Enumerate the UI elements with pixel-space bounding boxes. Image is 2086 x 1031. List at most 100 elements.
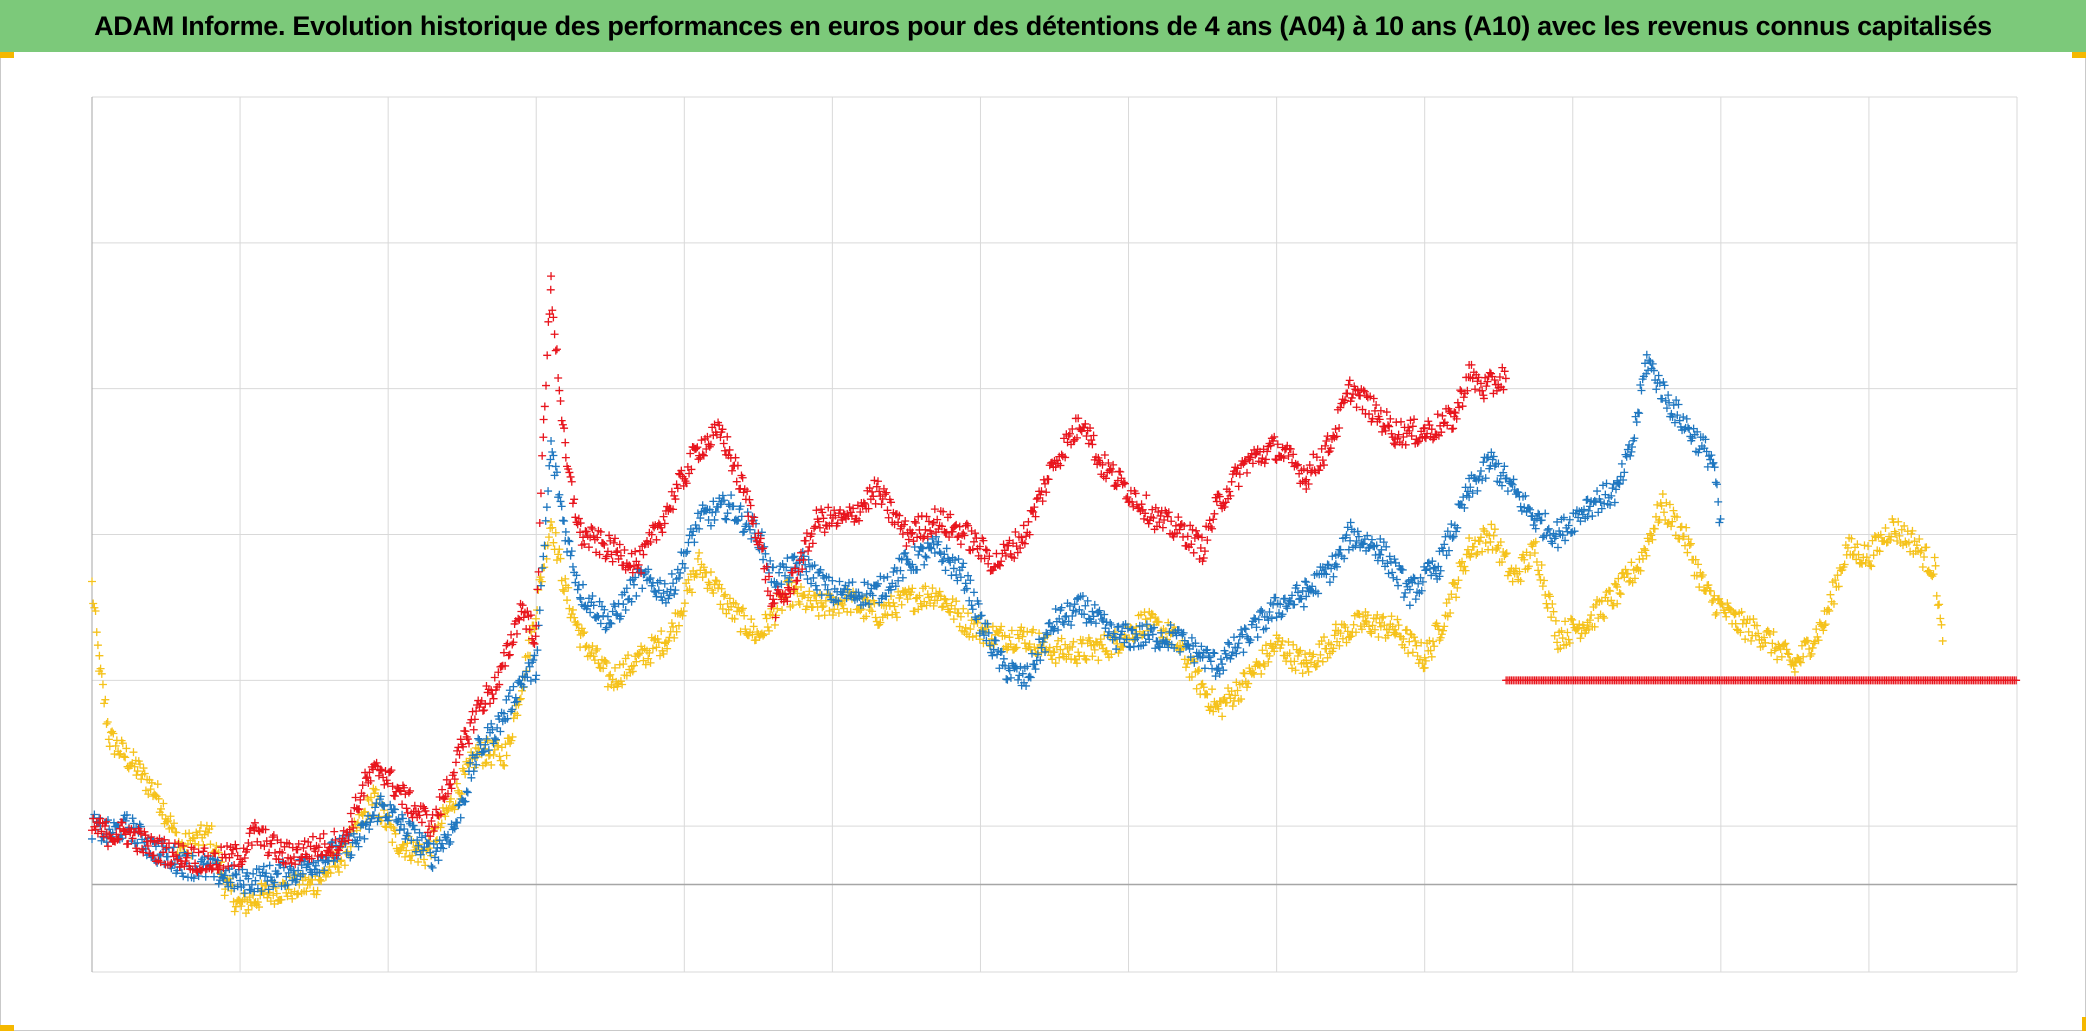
data-point xyxy=(1331,425,1340,434)
data-point xyxy=(933,515,942,524)
data-point xyxy=(297,853,306,862)
data-point xyxy=(1025,640,1034,649)
data-point xyxy=(834,597,843,606)
data-point xyxy=(1686,539,1695,548)
data-point xyxy=(704,578,713,587)
data-point xyxy=(538,564,547,573)
data-point xyxy=(788,568,797,577)
data-point xyxy=(385,812,394,821)
data-point xyxy=(1203,690,1212,699)
data-point xyxy=(861,598,870,607)
data-point xyxy=(1421,656,1430,665)
data-point xyxy=(1441,532,1450,541)
data-point xyxy=(488,725,497,734)
data-point xyxy=(361,774,370,783)
data-point xyxy=(557,502,566,511)
data-point xyxy=(1329,644,1338,653)
data-point xyxy=(653,634,662,643)
data-point xyxy=(1410,574,1419,583)
data-point xyxy=(547,272,556,281)
data-point xyxy=(1712,608,1721,617)
data-point xyxy=(812,585,821,594)
data-point xyxy=(1074,414,1083,423)
data-point xyxy=(1109,460,1118,469)
data-point xyxy=(1183,659,1192,668)
data-point xyxy=(1284,451,1293,460)
data-point xyxy=(1711,610,1720,619)
data-point xyxy=(546,455,555,464)
data-point xyxy=(981,545,990,554)
data-point xyxy=(635,546,644,555)
data-point xyxy=(1368,621,1377,630)
data-point xyxy=(563,547,572,556)
data-point xyxy=(810,561,819,570)
data-point xyxy=(717,584,726,593)
data-point xyxy=(1401,588,1410,597)
data-point xyxy=(194,848,203,857)
data-point xyxy=(395,786,404,795)
data-point xyxy=(859,498,868,507)
data-point xyxy=(287,858,296,867)
data-point xyxy=(650,636,659,645)
data-point xyxy=(515,615,524,624)
data-point xyxy=(462,787,471,796)
data-point xyxy=(1080,423,1089,432)
data-point xyxy=(512,629,521,638)
chart-title: ADAM Informe. Evolution historique des p… xyxy=(94,10,1992,41)
data-point xyxy=(1373,610,1382,619)
data-point xyxy=(1600,613,1609,622)
data-point xyxy=(616,551,625,560)
data-point xyxy=(1326,444,1335,453)
data-point xyxy=(1682,523,1691,532)
data-point xyxy=(1658,394,1667,403)
data-point xyxy=(946,510,955,519)
data-point xyxy=(572,621,581,630)
data-point xyxy=(330,827,339,836)
data-point xyxy=(1590,496,1599,505)
data-point xyxy=(1508,480,1517,489)
data-point xyxy=(1121,620,1130,629)
data-point xyxy=(1111,481,1120,490)
data-point xyxy=(894,518,903,527)
data-point xyxy=(660,579,669,588)
data-point xyxy=(532,671,541,680)
data-point xyxy=(1691,555,1700,564)
data-point xyxy=(1466,483,1475,492)
data-point xyxy=(1317,637,1326,646)
data-point xyxy=(499,760,508,769)
data-point xyxy=(1852,555,1861,564)
data-point xyxy=(1869,551,1878,560)
data-point xyxy=(505,686,514,695)
data-point xyxy=(488,690,497,699)
data-point xyxy=(684,575,693,584)
data-point xyxy=(871,613,880,622)
data-point xyxy=(491,735,500,744)
data-point xyxy=(154,794,163,803)
data-point xyxy=(685,469,694,478)
data-point xyxy=(766,556,775,565)
data-point xyxy=(961,579,970,588)
data-point xyxy=(298,869,307,878)
data-point xyxy=(1272,613,1281,622)
data-point xyxy=(1673,513,1682,522)
data-point xyxy=(96,664,105,673)
data-point xyxy=(968,605,977,614)
data-point xyxy=(1476,379,1485,388)
data-point xyxy=(696,514,705,523)
data-point xyxy=(738,604,747,613)
data-point xyxy=(439,844,448,853)
data-point xyxy=(556,396,565,405)
data-point xyxy=(757,528,766,537)
data-point xyxy=(607,550,616,559)
data-point xyxy=(917,602,926,611)
data-point xyxy=(1499,468,1508,477)
data-point xyxy=(551,462,560,471)
data-point xyxy=(1531,524,1540,533)
data-point xyxy=(941,566,950,575)
data-point xyxy=(1297,594,1306,603)
data-point xyxy=(908,528,917,537)
data-point xyxy=(644,654,653,663)
data-point xyxy=(1425,636,1434,645)
data-point xyxy=(355,833,364,842)
data-point xyxy=(955,622,964,631)
